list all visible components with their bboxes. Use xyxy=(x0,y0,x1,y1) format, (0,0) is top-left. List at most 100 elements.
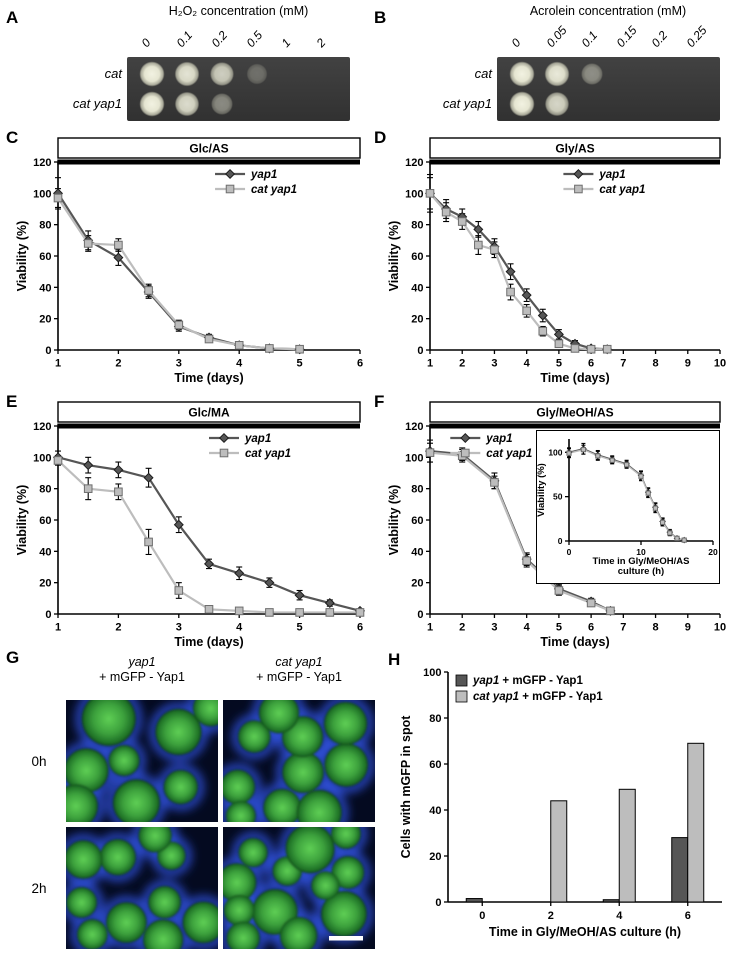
svg-text:100: 100 xyxy=(548,447,562,457)
svg-text:cat yap1 + mGFP - Yap1: cat yap1 + mGFP - Yap1 xyxy=(473,691,603,703)
svg-text:10: 10 xyxy=(636,547,646,557)
concentration-label: 2 xyxy=(313,35,329,50)
svg-text:6: 6 xyxy=(685,910,691,922)
svg-text:3: 3 xyxy=(491,358,497,370)
svg-text:100: 100 xyxy=(33,188,51,200)
svg-text:Viability (%): Viability (%) xyxy=(387,485,401,556)
timepoint-label-2h: 2h xyxy=(31,881,47,896)
concentration-label: 0.25 xyxy=(683,23,710,50)
svg-text:Time (days): Time (days) xyxy=(540,371,609,385)
svg-text:8: 8 xyxy=(652,622,658,634)
svg-text:5: 5 xyxy=(556,358,562,370)
svg-text:6: 6 xyxy=(588,622,594,634)
svg-text:Glc/AS: Glc/AS xyxy=(189,142,228,156)
microscopy-image xyxy=(212,813,375,957)
svg-text:2: 2 xyxy=(459,358,465,370)
svg-text:7: 7 xyxy=(620,622,626,634)
svg-text:60: 60 xyxy=(39,515,51,527)
genotype-label: yap1 xyxy=(128,655,156,669)
concentration-label: 0.1 xyxy=(173,28,196,50)
svg-text:80: 80 xyxy=(429,713,441,725)
concentration-label: 1 xyxy=(278,35,294,50)
chart-glc-ma: Glc/MA 0 20 40 60 80 100 120 1 2 3 4 5 6 Viability (%)… xyxy=(14,400,368,650)
panel-a-title: H₂O₂ concentration (mM) xyxy=(168,4,309,18)
svg-text:1: 1 xyxy=(55,358,61,370)
strain-label-cat-yap1: cat yap1 xyxy=(72,96,122,111)
concentration-label: 0.5 xyxy=(243,28,266,50)
svg-text:10: 10 xyxy=(714,622,726,634)
svg-text:4: 4 xyxy=(524,358,531,370)
svg-text:cat yap1: cat yap1 xyxy=(599,184,645,196)
chart-gly-as: Gly/AS 0 20 40 60 80 100 120 1 2 3 4 5 6 7 8 9 10 Viabilit… xyxy=(386,136,728,386)
panel-b-title: Acrolein concentration (mM) xyxy=(529,4,687,18)
svg-text:2: 2 xyxy=(115,358,121,370)
construct-label: + mGFP - Yap1 xyxy=(256,670,342,684)
svg-text:4: 4 xyxy=(616,910,623,922)
svg-text:20: 20 xyxy=(39,578,51,590)
svg-text:2: 2 xyxy=(459,622,465,634)
svg-text:7: 7 xyxy=(620,358,626,370)
svg-text:Time in Gly/MeOH/AS: Time in Gly/MeOH/AS xyxy=(593,556,690,567)
strain-label-cat: cat xyxy=(104,66,122,81)
svg-text:yap1 + mGFP - Yap1: yap1 + mGFP - Yap1 xyxy=(472,675,583,687)
svg-text:40: 40 xyxy=(429,805,441,817)
svg-text:50: 50 xyxy=(553,492,563,502)
svg-text:40: 40 xyxy=(411,546,423,558)
genotype-label: cat yap1 xyxy=(275,655,323,669)
svg-text:100: 100 xyxy=(423,667,441,679)
svg-text:Cells with mGFP in spot: Cells with mGFP in spot xyxy=(399,715,413,859)
svg-text:yap1: yap1 xyxy=(598,169,625,181)
strain-label-cat-yap1: cat yap1 xyxy=(442,96,492,111)
microscopy-image xyxy=(214,687,375,841)
panel-d-label: D xyxy=(374,128,387,147)
svg-text:3: 3 xyxy=(176,358,182,370)
svg-text:0: 0 xyxy=(567,547,572,557)
svg-text:Glc/MA: Glc/MA xyxy=(188,406,230,420)
chart-glc-as: Glc/AS 0 20 40 60 80 100 120 1 2 3 4 5 6 Viability (%)… xyxy=(14,136,368,386)
inset-chart-gly-meoh-as: 0 50 100 0 10 20 Viability (%) Time in Gly/MeOH… xyxy=(536,430,720,584)
timepoint-label-0h: 0h xyxy=(31,754,47,769)
svg-text:6: 6 xyxy=(357,622,363,634)
concentration-label: 0.1 xyxy=(578,28,601,50)
svg-text:20: 20 xyxy=(708,547,718,557)
svg-text:Viability (%): Viability (%) xyxy=(15,485,29,556)
svg-text:2: 2 xyxy=(115,622,121,634)
svg-text:120: 120 xyxy=(405,421,423,433)
concentration-label: 0.05 xyxy=(543,23,570,50)
svg-text:20: 20 xyxy=(411,314,423,326)
svg-text:yap1: yap1 xyxy=(244,433,271,445)
svg-text:0: 0 xyxy=(45,609,51,621)
microscopy-column-header: cat yap1 + mGFP - Yap1 xyxy=(223,655,375,685)
svg-text:1: 1 xyxy=(427,622,433,634)
svg-text:5: 5 xyxy=(297,358,303,370)
svg-text:80: 80 xyxy=(39,484,51,496)
svg-text:9: 9 xyxy=(685,358,691,370)
svg-text:yap1: yap1 xyxy=(250,169,277,181)
construct-label: + mGFP - Yap1 xyxy=(99,670,185,684)
svg-text:yap1: yap1 xyxy=(485,433,512,445)
panel-b-label: B xyxy=(374,8,387,27)
svg-text:Gly/AS: Gly/AS xyxy=(555,142,594,156)
concentration-label: 0.2 xyxy=(208,28,231,50)
svg-text:0: 0 xyxy=(417,345,423,357)
svg-text:100: 100 xyxy=(33,452,51,464)
svg-text:120: 120 xyxy=(33,157,51,169)
chart-mgfp-spot: 0 20 40 60 80 100 Cells with mGFP in spot Time … xyxy=(398,660,730,950)
panel-h-label: H xyxy=(388,650,401,669)
svg-text:100: 100 xyxy=(405,188,423,200)
svg-text:40: 40 xyxy=(411,282,423,294)
svg-text:60: 60 xyxy=(429,759,441,771)
svg-text:0: 0 xyxy=(45,345,51,357)
chart-gly-meoh-as: Gly/MeOH/AS 0 20 40 60 80 100 120 1 2 3 4 5 6 7 8 9 10 Via… xyxy=(386,400,728,650)
svg-text:3: 3 xyxy=(491,622,497,634)
svg-text:40: 40 xyxy=(39,546,51,558)
strain-label-cat: cat xyxy=(474,66,492,81)
microscopy-image xyxy=(58,813,230,957)
svg-text:Time in Gly/MeOH/AS culture (h: Time in Gly/MeOH/AS culture (h) xyxy=(489,925,681,939)
svg-text:Time (days): Time (days) xyxy=(174,371,243,385)
svg-text:Viability (%): Viability (%) xyxy=(387,221,401,292)
spot-assay-image-h2o2 xyxy=(127,57,350,121)
svg-text:6: 6 xyxy=(588,358,594,370)
svg-text:1: 1 xyxy=(55,622,61,634)
